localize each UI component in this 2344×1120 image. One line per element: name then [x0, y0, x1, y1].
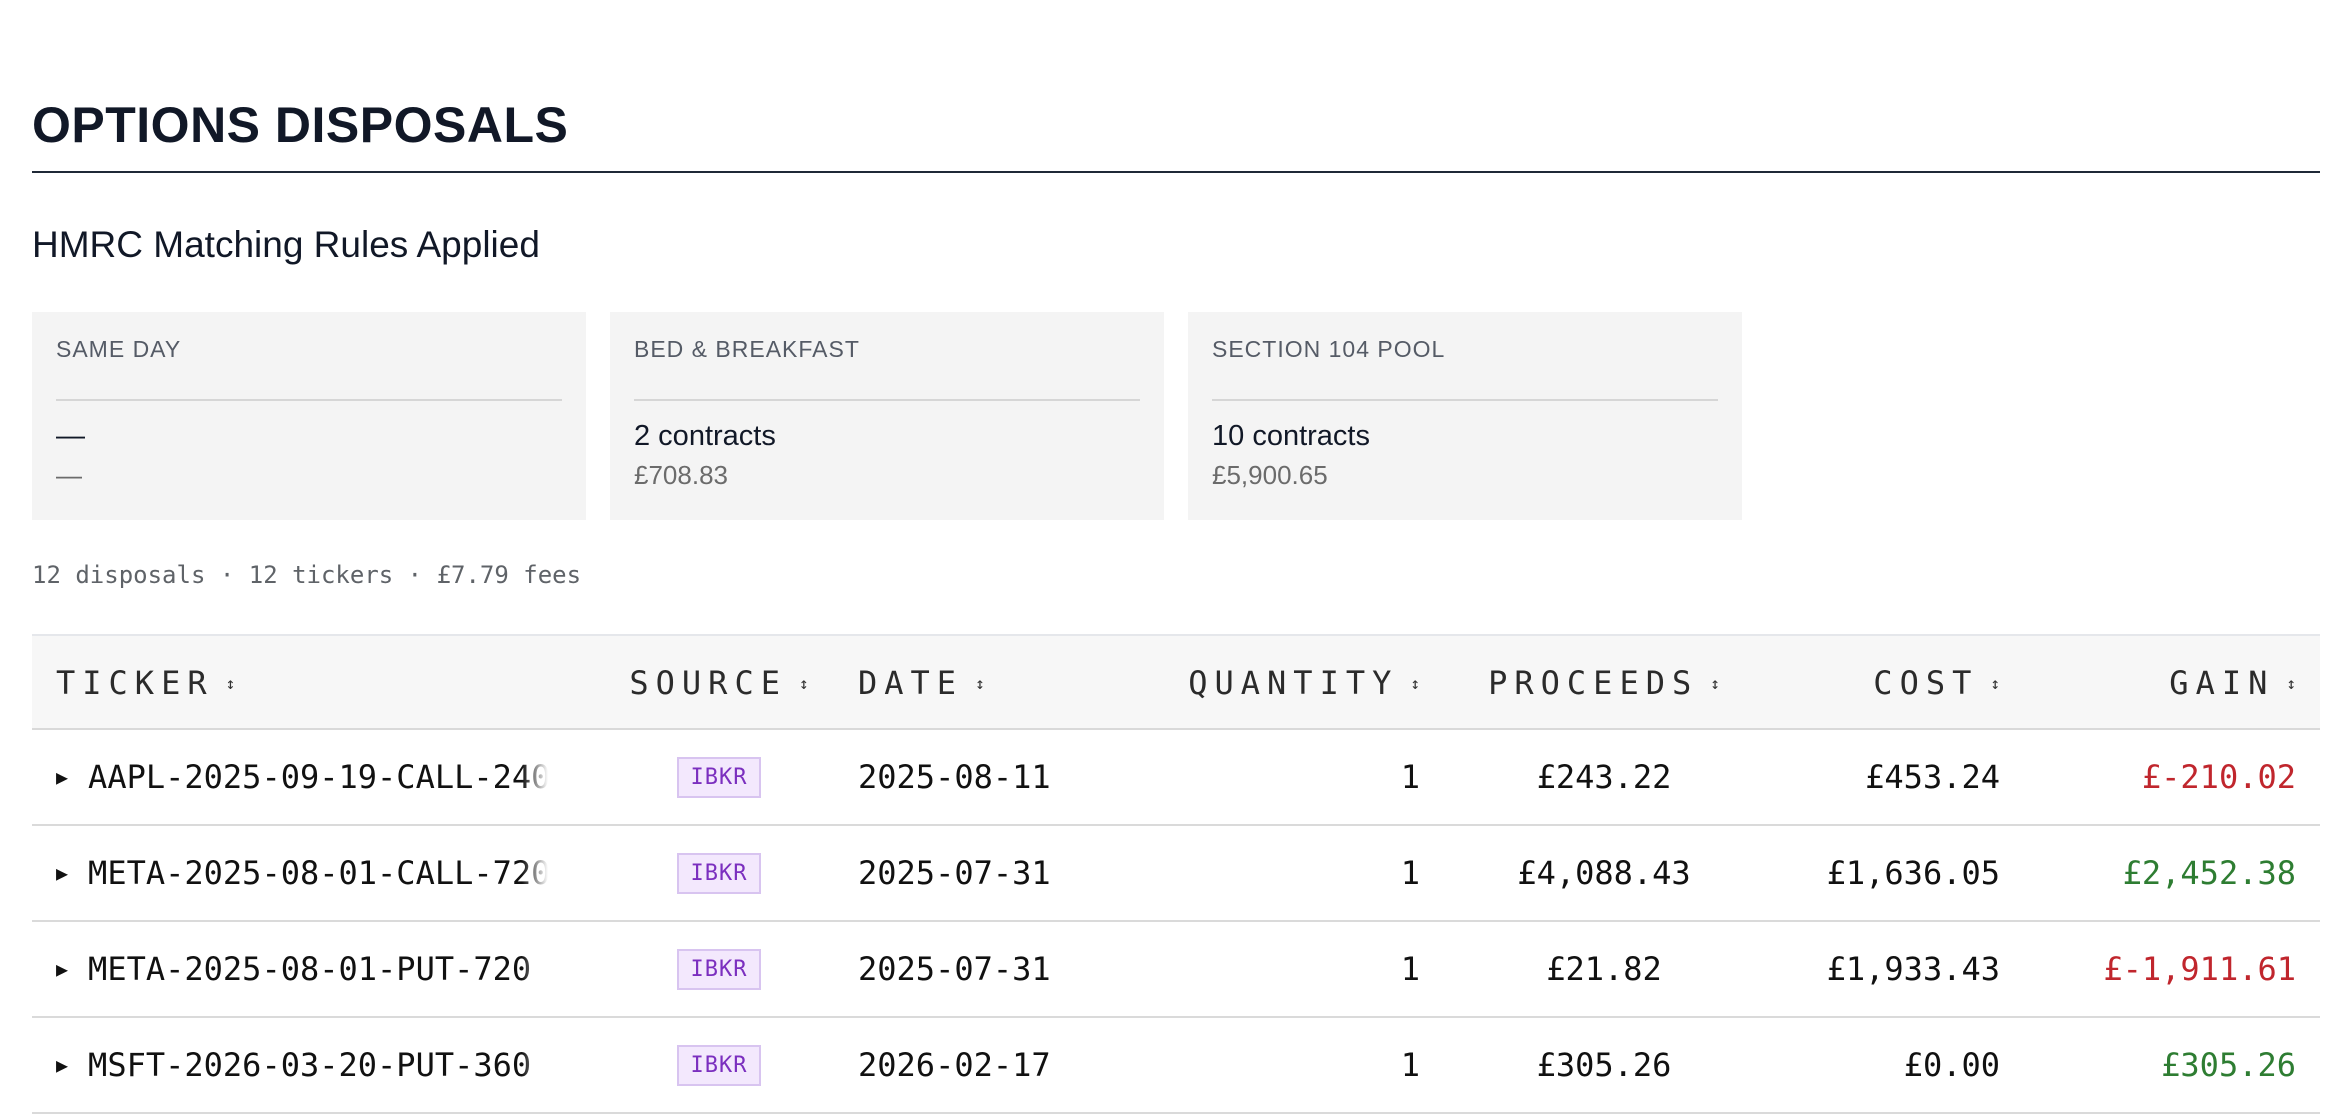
date-cell: 2025-07-31: [858, 854, 1051, 892]
source-badge: IBKR: [676, 948, 762, 990]
cost-cell: £1,933.43: [1826, 950, 2000, 988]
sort-icon: ↕: [798, 673, 809, 693]
table-row[interactable]: ▶ META-2025-08-01-PUT-720 IBKR 2025-07-3…: [32, 922, 2320, 1018]
expand-row-icon[interactable]: ▶: [56, 957, 69, 981]
proceeds-cell: £21.82: [1546, 950, 1662, 988]
sort-icon: ↕: [1990, 673, 2000, 693]
gain-cell: £-210.02: [2141, 758, 2296, 796]
quantity-cell: 1: [1400, 854, 1420, 892]
ticker-cell: ▶ MSFT-2026-03-20-PUT-360: [56, 1018, 549, 1112]
column-header-proceeds[interactable]: PROCEEDS ↕: [1432, 636, 1776, 730]
ticker-cell: ▶ META-2025-08-01-CALL-720: [56, 826, 549, 920]
source-badge: IBKR: [676, 756, 762, 798]
title-divider: [32, 171, 2320, 173]
column-header-label: QUANTITY: [1188, 664, 1399, 702]
card-divider: [634, 399, 1140, 401]
date-cell: 2025-07-31: [858, 950, 1051, 988]
source-cell: IBKR: [626, 826, 812, 920]
card-same-day: SAME DAY — —: [32, 312, 586, 520]
section-title: HMRC Matching Rules Applied: [32, 224, 540, 265]
source-cell: IBKR: [626, 730, 812, 824]
card-contracts: 2 contracts: [634, 420, 776, 452]
column-header-label: PROCEEDS: [1488, 664, 1699, 702]
card-label: SECTION 104 POOL: [1212, 336, 1446, 362]
cost-cell: £453.24: [1865, 758, 2000, 796]
column-header-ticker[interactable]: TICKER ↕: [56, 636, 235, 730]
gain-cell: £305.26: [2161, 1046, 2296, 1084]
date-cell: 2025-08-11: [858, 758, 1051, 796]
column-header-label: SOURCE: [629, 664, 787, 702]
column-header-label: GAIN: [2169, 664, 2275, 702]
card-divider: [1212, 399, 1718, 401]
proceeds-cell: £243.22: [1536, 758, 1672, 796]
page-title: OPTIONS DISPOSALS: [32, 97, 569, 153]
disposals-summary: 12 disposals · 12 tickers · £7.79 fees: [32, 561, 582, 589]
column-header-source[interactable]: SOURCE ↕: [626, 636, 812, 730]
proceeds-cell: £305.26: [1536, 1046, 1672, 1084]
card-label: SAME DAY: [56, 336, 182, 362]
column-header-quantity[interactable]: QUANTITY ↕: [1188, 636, 1420, 730]
source-cell: IBKR: [626, 922, 812, 1016]
table-row[interactable]: ▶ MSFT-2026-03-20-PUT-360 IBKR 2026-02-1…: [32, 1018, 2320, 1114]
card-contracts: 10 contracts: [1212, 420, 1370, 452]
card-section-104-pool: SECTION 104 POOL 10 contracts £5,900.65: [1188, 312, 1742, 520]
sort-icon: ↕: [1710, 673, 1720, 693]
quantity-cell: 1: [1400, 758, 1420, 796]
card-bed-and-breakfast: BED & BREAKFAST 2 contracts £708.83: [610, 312, 1164, 520]
ticker-text: AAPL-2025-09-19-CALL-240: [88, 758, 549, 796]
matching-rules-cards: SAME DAY — — BED & BREAKFAST 2 contracts…: [32, 312, 1742, 520]
column-header-label: DATE: [858, 664, 964, 702]
ticker-cell: ▶ META-2025-08-01-PUT-720: [56, 922, 549, 1016]
card-amount: —: [56, 460, 82, 490]
expand-row-icon[interactable]: ▶: [56, 861, 69, 885]
expand-row-icon[interactable]: ▶: [56, 1053, 69, 1077]
column-header-cost[interactable]: COST ↕: [1873, 636, 2000, 730]
card-amount: £708.83: [634, 460, 728, 490]
ticker-text: META-2025-08-01-CALL-720: [88, 854, 549, 892]
ticker-text: META-2025-08-01-PUT-720: [88, 950, 549, 988]
ticker-cell: ▶ AAPL-2025-09-19-CALL-240: [56, 730, 549, 824]
quantity-cell: 1: [1400, 1046, 1420, 1084]
gain-cell: £-1,911.61: [2103, 950, 2296, 988]
sort-icon: ↕: [1410, 673, 1420, 693]
gain-cell: £2,452.38: [2122, 854, 2296, 892]
date-cell: 2026-02-17: [858, 1046, 1051, 1084]
disposals-table: TICKER ↕ SOURCE ↕ DATE ↕ QUANTITY ↕ PROC…: [32, 634, 2320, 1114]
table-row[interactable]: ▶ AAPL-2025-09-19-CALL-240 IBKR 2025-08-…: [32, 730, 2320, 826]
column-header-gain[interactable]: GAIN ↕: [2169, 636, 2296, 730]
source-badge: IBKR: [676, 1044, 762, 1086]
column-header-date[interactable]: DATE ↕: [858, 636, 985, 730]
sort-icon: ↕: [2286, 673, 2296, 693]
card-label: BED & BREAKFAST: [634, 336, 860, 362]
cost-cell: £1,636.05: [1826, 854, 2000, 892]
sort-icon: ↕: [975, 673, 985, 693]
cost-cell: £0.00: [1903, 1046, 2000, 1084]
expand-row-icon[interactable]: ▶: [56, 765, 69, 789]
table-row[interactable]: ▶ META-2025-08-01-CALL-720 IBKR 2025-07-…: [32, 826, 2320, 922]
column-header-label: COST: [1873, 664, 1979, 702]
card-contracts: —: [56, 420, 85, 452]
source-badge: IBKR: [676, 852, 762, 894]
sort-icon: ↕: [225, 673, 236, 693]
ticker-text: MSFT-2026-03-20-PUT-360: [88, 1046, 549, 1084]
card-amount: £5,900.65: [1212, 460, 1328, 490]
column-header-label: TICKER: [56, 664, 214, 702]
quantity-cell: 1: [1400, 950, 1420, 988]
proceeds-cell: £4,088.43: [1517, 854, 1691, 892]
card-divider: [56, 399, 562, 401]
source-cell: IBKR: [626, 1018, 812, 1112]
table-header: TICKER ↕ SOURCE ↕ DATE ↕ QUANTITY ↕ PROC…: [32, 634, 2320, 730]
